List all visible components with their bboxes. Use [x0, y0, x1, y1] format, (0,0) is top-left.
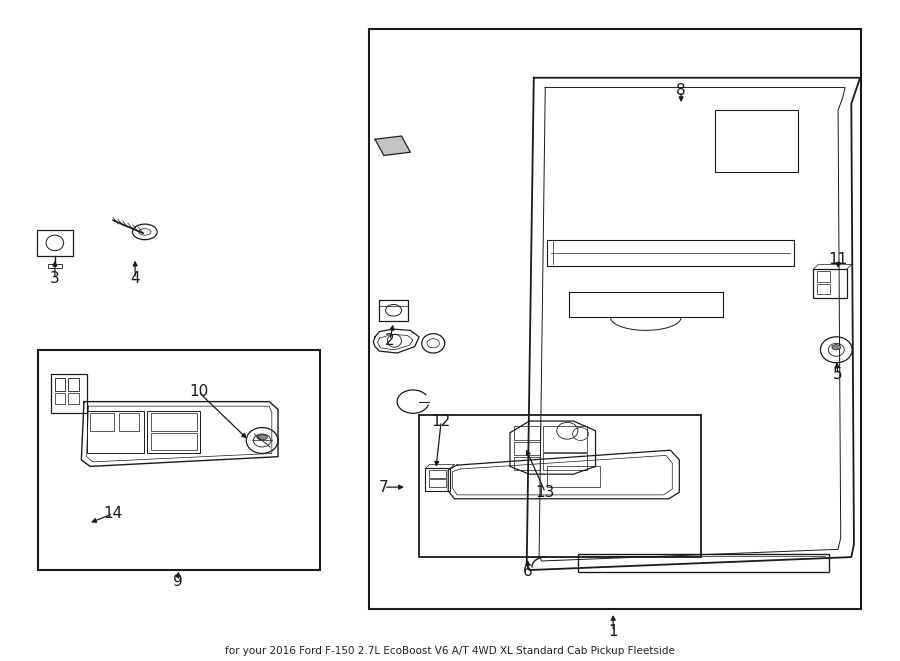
- Bar: [578, 554, 829, 572]
- Text: 1: 1: [608, 624, 618, 639]
- Bar: [86, 411, 144, 453]
- Bar: [369, 29, 861, 609]
- Bar: [68, 393, 78, 405]
- Text: 12: 12: [432, 414, 451, 428]
- Bar: [428, 479, 446, 487]
- Text: 10: 10: [189, 385, 208, 399]
- Bar: [428, 470, 446, 478]
- Bar: [514, 442, 540, 455]
- Bar: [68, 377, 78, 391]
- Bar: [817, 284, 830, 294]
- Bar: [51, 374, 86, 413]
- Bar: [543, 453, 587, 469]
- Bar: [55, 377, 66, 391]
- Bar: [151, 433, 197, 450]
- Bar: [514, 426, 540, 440]
- Bar: [148, 411, 201, 453]
- Bar: [90, 413, 114, 431]
- Bar: [380, 300, 408, 321]
- Text: 5: 5: [833, 367, 843, 382]
- Bar: [514, 457, 540, 470]
- Ellipse shape: [256, 435, 267, 440]
- Bar: [151, 413, 197, 431]
- Bar: [55, 393, 66, 405]
- Text: 6: 6: [523, 564, 533, 579]
- Bar: [543, 426, 587, 452]
- Text: 2: 2: [385, 332, 395, 348]
- Bar: [419, 414, 701, 557]
- Bar: [547, 467, 600, 487]
- Text: 9: 9: [174, 574, 184, 588]
- Polygon shape: [375, 136, 410, 155]
- Bar: [817, 272, 830, 282]
- Text: 3: 3: [50, 271, 59, 286]
- Ellipse shape: [832, 344, 841, 350]
- Text: for your 2016 Ford F-150 2.7L EcoBoost V6 A/T 4WD XL Standard Cab Pickup Fleetsi: for your 2016 Ford F-150 2.7L EcoBoost V…: [225, 646, 675, 656]
- Text: 11: 11: [829, 252, 848, 266]
- Text: 13: 13: [536, 485, 555, 500]
- Text: 8: 8: [676, 83, 686, 98]
- Bar: [48, 264, 62, 268]
- Text: 14: 14: [104, 506, 122, 521]
- Bar: [814, 269, 847, 298]
- Bar: [715, 110, 798, 172]
- Text: 7: 7: [379, 480, 389, 494]
- Bar: [38, 350, 320, 570]
- Text: 4: 4: [130, 271, 140, 286]
- Bar: [119, 413, 139, 431]
- Bar: [426, 469, 450, 491]
- Bar: [37, 230, 73, 256]
